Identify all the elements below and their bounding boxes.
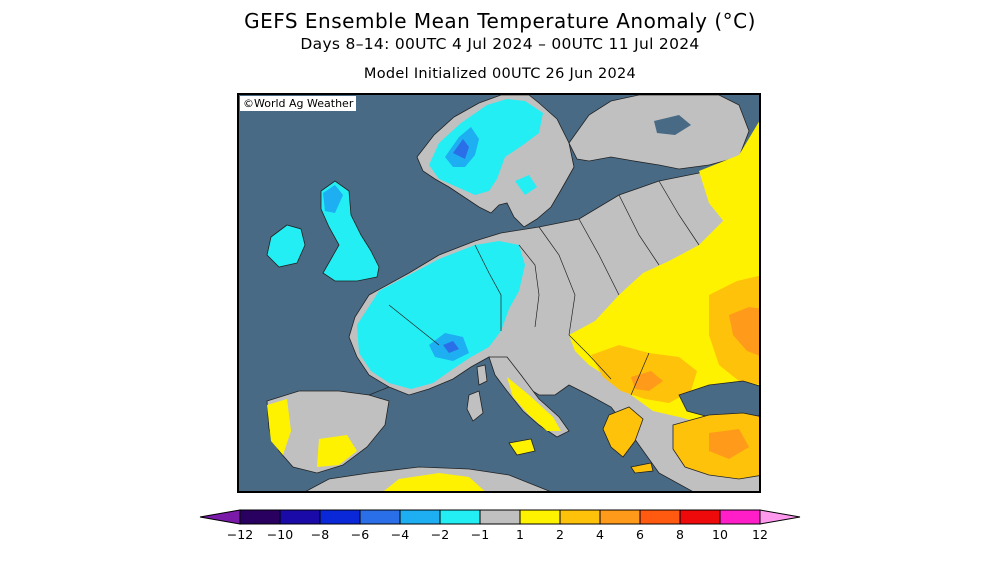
colorbar-tick-label: 2 [556, 527, 564, 542]
southern-russia-hot-core [729, 307, 759, 356]
colorbar-tick-label: 6 [636, 527, 644, 542]
colorbar-bin [319, 509, 361, 525]
copyright-label: ©World Ag Weather [240, 96, 357, 111]
colorbar-bin [439, 509, 481, 525]
colorbar-bin [359, 509, 401, 525]
colorbar-bin [279, 509, 321, 525]
colorbar-bin [239, 509, 281, 525]
colorbar-bin [679, 509, 721, 525]
northern-russia-warm [699, 121, 759, 241]
colorbar-tick-label: 12 [752, 527, 768, 542]
model-init-line: Model Initialized 00UTC 26 Jun 2024 [363, 66, 637, 82]
colorbar-tick-label: 1 [516, 527, 524, 542]
ireland [266, 224, 306, 268]
colorbar-bin [599, 509, 641, 525]
sicily [508, 438, 536, 456]
colorbar-bin [519, 509, 561, 525]
colorbar-tick-label: −12 [226, 527, 254, 542]
colorbar-bin [719, 509, 761, 525]
sardinia [466, 390, 484, 422]
crete [630, 462, 654, 474]
greece [602, 406, 644, 458]
turkey-warm-core [709, 429, 749, 459]
valid-period: Days 8–14: 00UTC 4 Jul 2024 – 00UTC 11 J… [300, 35, 700, 53]
norway-very-strong-cool [453, 139, 469, 159]
colorbar-high-extension [759, 509, 801, 525]
scotland-cool [323, 185, 343, 213]
colorbar-tick-label: −8 [310, 527, 330, 542]
black-sea [678, 380, 759, 420]
colorbar-bins [239, 509, 761, 525]
western-europe-cool-anomaly [357, 241, 525, 389]
italy-warm [507, 377, 561, 431]
norway-cool-anomaly [429, 99, 543, 195]
colorbar-tick-label: 4 [596, 527, 604, 542]
colorbar-bin [399, 509, 441, 525]
colorbar-bin [479, 509, 521, 525]
alps-very-strong-cool [443, 341, 459, 353]
iberian-peninsula [266, 390, 390, 474]
portugal-warm [267, 399, 291, 455]
colorbar-bin [559, 509, 601, 525]
corsica [476, 364, 488, 386]
sweden-warm-spot [515, 175, 537, 195]
colorbar-tick-label: 8 [676, 527, 684, 542]
colorbar-tick-label: −2 [430, 527, 450, 542]
spain-south-warm [317, 435, 357, 467]
anomaly-map: ©World Ag Weather [237, 93, 761, 493]
colorbar-tick-label: −6 [350, 527, 370, 542]
baltic-sea-lakes [654, 115, 691, 135]
colorbar-bin [639, 509, 681, 525]
europe-map-svg [239, 95, 759, 491]
colorbar-tick-label: −10 [266, 527, 294, 542]
north-africa-warm [384, 473, 485, 491]
colorbar-tick-label: −4 [390, 527, 410, 542]
colorbar-low-extension [199, 509, 241, 525]
map-title: GEFS Ensemble Mean Temperature Anomaly (… [244, 9, 756, 33]
country-borders [368, 180, 700, 396]
colorbar-tick-label: 10 [712, 527, 728, 542]
colorbar-tick-label: −1 [470, 527, 490, 542]
